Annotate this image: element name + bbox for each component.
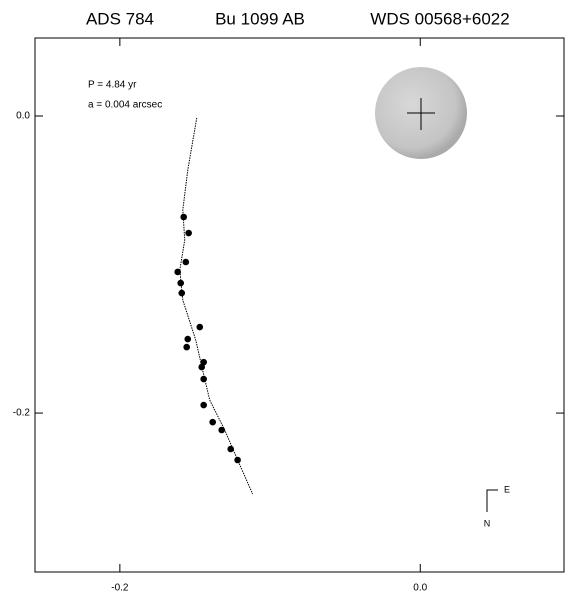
x-tick-label: -0.2 — [111, 583, 129, 593]
observation — [227, 445, 235, 453]
observation — [234, 456, 241, 464]
observation — [200, 375, 207, 383]
title: WDS 00568+6022 — [370, 9, 509, 28]
annotation: a = 0.004 arcsec — [88, 100, 162, 111]
orbit — [179, 117, 254, 495]
observation — [185, 229, 192, 237]
observation — [177, 279, 184, 287]
compass-label: N — [484, 518, 491, 528]
plot-frame — [34, 37, 565, 573]
y-tick-label: -0.2 — [13, 408, 31, 419]
observation — [184, 335, 192, 343]
observation — [183, 343, 191, 351]
x-tick-label: 0.0 — [413, 583, 427, 593]
observation — [182, 258, 190, 266]
title: Bu 1099 AB — [215, 9, 305, 28]
observation — [200, 401, 207, 409]
observation — [174, 268, 181, 276]
annotation: P = 4.84 yr — [88, 80, 137, 91]
observation — [180, 213, 187, 221]
observation — [198, 363, 206, 371]
observation — [178, 289, 186, 297]
compass-label: E — [504, 484, 510, 494]
observation — [209, 418, 216, 426]
y-tick-label: 0.0 — [16, 111, 30, 122]
title: ADS 784 — [86, 9, 154, 28]
observation — [218, 426, 225, 434]
compass — [486, 489, 498, 512]
observation — [196, 323, 204, 331]
